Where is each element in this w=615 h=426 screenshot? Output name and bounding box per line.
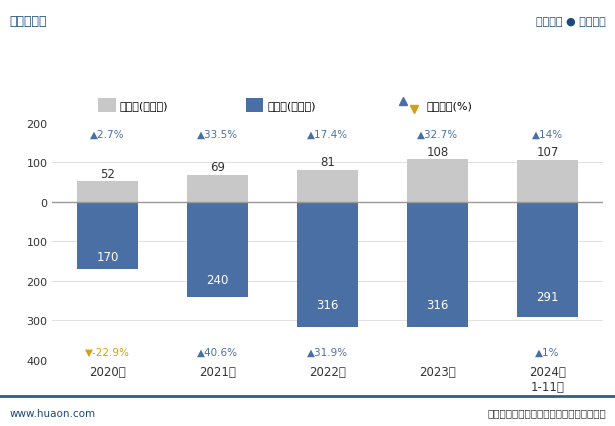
Bar — [77, 202, 138, 269]
Bar — [246, 98, 263, 112]
Text: 240: 240 — [206, 273, 229, 286]
Text: ▲2.7%: ▲2.7% — [90, 130, 125, 139]
Text: ▲40.6%: ▲40.6% — [197, 347, 238, 357]
Text: 107: 107 — [536, 146, 558, 158]
Text: 华经情报网: 华经情报网 — [9, 15, 47, 28]
Bar — [517, 202, 577, 317]
Text: 52: 52 — [100, 167, 115, 180]
Text: ▲31.9%: ▲31.9% — [307, 347, 348, 357]
Text: 170: 170 — [97, 251, 119, 264]
Text: ▲33.5%: ▲33.5% — [197, 130, 238, 139]
Text: 2020-2024年11月黑龙江省商品收发货人所在地进、出口额: 2020-2024年11月黑龙江省商品收发货人所在地进、出口额 — [160, 60, 455, 75]
Text: www.huaon.com: www.huaon.com — [9, 408, 95, 417]
Text: 69: 69 — [210, 161, 225, 173]
Text: 291: 291 — [536, 290, 558, 303]
Text: 出口额(亿美元): 出口额(亿美元) — [120, 101, 169, 110]
Text: ▼-22.9%: ▼-22.9% — [85, 347, 130, 357]
Bar — [77, 182, 138, 202]
Text: ▲14%: ▲14% — [532, 130, 563, 139]
Text: 进口额(亿美元): 进口额(亿美元) — [268, 101, 316, 110]
Text: 数据来源：中国海关，华经产业研究院整理: 数据来源：中国海关，华经产业研究院整理 — [487, 408, 606, 417]
Bar — [407, 160, 467, 202]
Bar — [517, 160, 577, 202]
Bar — [188, 175, 248, 202]
Text: 专业严谨 ● 客观科学: 专业严谨 ● 客观科学 — [536, 17, 606, 26]
Text: ▲17.4%: ▲17.4% — [307, 130, 348, 139]
Text: 316: 316 — [426, 298, 449, 311]
Bar — [188, 202, 248, 297]
Bar — [297, 170, 358, 202]
Text: 同比增长(%): 同比增长(%) — [426, 101, 472, 110]
Bar — [98, 98, 116, 112]
Text: ▲32.7%: ▲32.7% — [417, 130, 458, 139]
Text: 316: 316 — [316, 298, 339, 311]
Text: 81: 81 — [320, 156, 335, 169]
Text: 108: 108 — [426, 145, 448, 158]
Text: ▲1%: ▲1% — [535, 347, 560, 357]
Bar — [297, 202, 358, 327]
Bar — [407, 202, 467, 327]
